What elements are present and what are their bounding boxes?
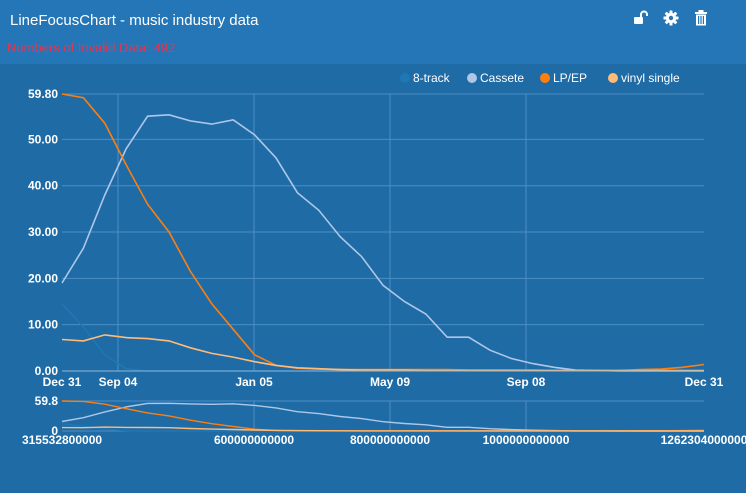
y-tick-label: 10.00 [28,318,58,332]
invalid-data-count: Numbers of Invalid Data: 492 [7,40,176,55]
x-tick-label: Dec 31 [685,375,724,389]
y-tick-label: 40.00 [28,179,58,193]
focus-x-tick-label: 800000000000 [350,433,430,447]
x-tick-label: Sep 04 [99,375,138,389]
y-tick-label: 59.80 [28,87,58,101]
focus-x-tick-label: 600000000000 [214,433,294,447]
legend-swatch[interactable] [467,73,477,83]
main-axis: 0.00 10.00 20.00 30.00 40.00 50.00 59.80 Dec 31… [28,87,724,389]
x-tick-label: Dec 31 [43,375,82,389]
focus-plot [61,400,705,432]
y-tick-label: 30.00 [28,225,58,239]
legend-label[interactable]: LP/EP [553,71,587,85]
legend-swatch[interactable] [400,73,410,83]
focus-series-line[interactable] [61,402,704,432]
legend-label[interactable]: 8-track [413,71,451,85]
y-tick-label: 50.00 [28,132,58,146]
legend-swatch[interactable] [540,73,550,83]
chart-title: LineFocusChart - music industry data [10,12,259,29]
focus-x-tick-label: 315532800000 [22,433,102,447]
focus-axis: 0 59.8 315532800000 600000000000 80000000000… [22,394,746,447]
series-line[interactable] [61,113,704,372]
legend: 8-track Cassete LP/EP vinyl single [400,71,680,85]
focus-series-line[interactable] [61,400,705,432]
y-tick-label: 0.00 [35,364,59,378]
legend-swatch[interactable] [608,73,618,83]
panel-header: LineFocusChart - music industry data [0,0,746,64]
main-grid [62,93,704,372]
focus-x-tick-label: 1262304000000 [661,433,746,447]
focus-y-tick-label: 0 [51,424,58,438]
x-tick-label: May 09 [370,375,410,389]
x-tick-label: Jan 05 [235,375,273,389]
x-tick-label: Sep 08 [507,375,546,389]
focus-y-tick-label: 59.8 [35,394,59,408]
focus-series-line[interactable] [61,426,704,432]
legend-label[interactable]: vinyl single [621,71,680,85]
focus-grid [62,400,704,432]
gear-icon[interactable] [662,9,680,27]
legend-label[interactable]: Cassete [480,71,524,85]
series-line[interactable] [61,334,704,372]
series-line[interactable] [61,303,704,372]
trash-icon[interactable] [692,9,710,27]
unlock-icon[interactable] [632,9,650,27]
focus-x-tick-label: 1000000000000 [483,433,570,447]
y-tick-label: 20.00 [28,271,58,285]
